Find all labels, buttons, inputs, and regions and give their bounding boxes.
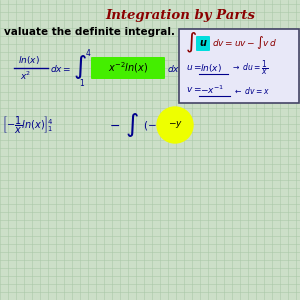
Text: $\int$: $\int$: [73, 53, 87, 81]
Text: $\mathit{dx}=$: $\mathit{dx}=$: [50, 62, 71, 74]
Text: $\mathit{\rightarrow\; du=\dfrac{1}{x}}$: $\mathit{\rightarrow\; du=\dfrac{1}{x}}$: [231, 59, 268, 77]
Text: $\mathit{u=}$: $\mathit{u=}$: [186, 64, 202, 73]
Text: $-$: $-$: [110, 118, 121, 131]
Text: $\mathit{v=}$: $\mathit{v=}$: [186, 85, 202, 94]
Text: $\mathit{x^{-2}ln(x)}$: $\mathit{x^{-2}ln(x)}$: [108, 61, 148, 75]
FancyBboxPatch shape: [196, 36, 210, 51]
Text: $\mathit{x^2}$: $\mathit{x^2}$: [20, 70, 32, 82]
Text: $\mathit{-x^{-1}}$: $\mathit{-x^{-1}}$: [200, 84, 224, 96]
Text: $\mathit{ln(x)}$: $\mathit{ln(x)}$: [200, 62, 222, 74]
Text: $\mathit{dx}$: $\mathit{dx}$: [167, 62, 180, 74]
Text: $\int$: $\int$: [185, 31, 197, 55]
Text: $\int$: $\int$: [125, 111, 139, 139]
Text: $1$: $1$: [79, 76, 85, 88]
Text: $\mathit{ln(x)}$: $\mathit{ln(x)}$: [18, 54, 40, 66]
Text: $\left[-\dfrac{1}{x}\mathit{ln(x)}\right]_1^4$: $\left[-\dfrac{1}{x}\mathit{ln(x)}\right…: [2, 115, 54, 136]
Text: $\mathit{\leftarrow\; dv=x}$: $\mathit{\leftarrow\; dv=x}$: [233, 85, 270, 95]
Text: $(-$: $(-$: [143, 118, 157, 131]
Text: $-y$: $-y$: [167, 119, 182, 130]
Text: $\mathit{dv = uv -\int v\, d}$: $\mathit{dv = uv -\int v\, d}$: [212, 34, 277, 51]
Text: $\boldsymbol{u}$: $\boldsymbol{u}$: [199, 38, 207, 48]
Text: valuate the definite integral.: valuate the definite integral.: [4, 27, 175, 37]
FancyBboxPatch shape: [179, 29, 299, 103]
Text: $4$: $4$: [85, 47, 91, 58]
FancyBboxPatch shape: [91, 57, 165, 79]
Text: Integration by Parts: Integration by Parts: [105, 10, 255, 22]
Circle shape: [157, 107, 193, 143]
